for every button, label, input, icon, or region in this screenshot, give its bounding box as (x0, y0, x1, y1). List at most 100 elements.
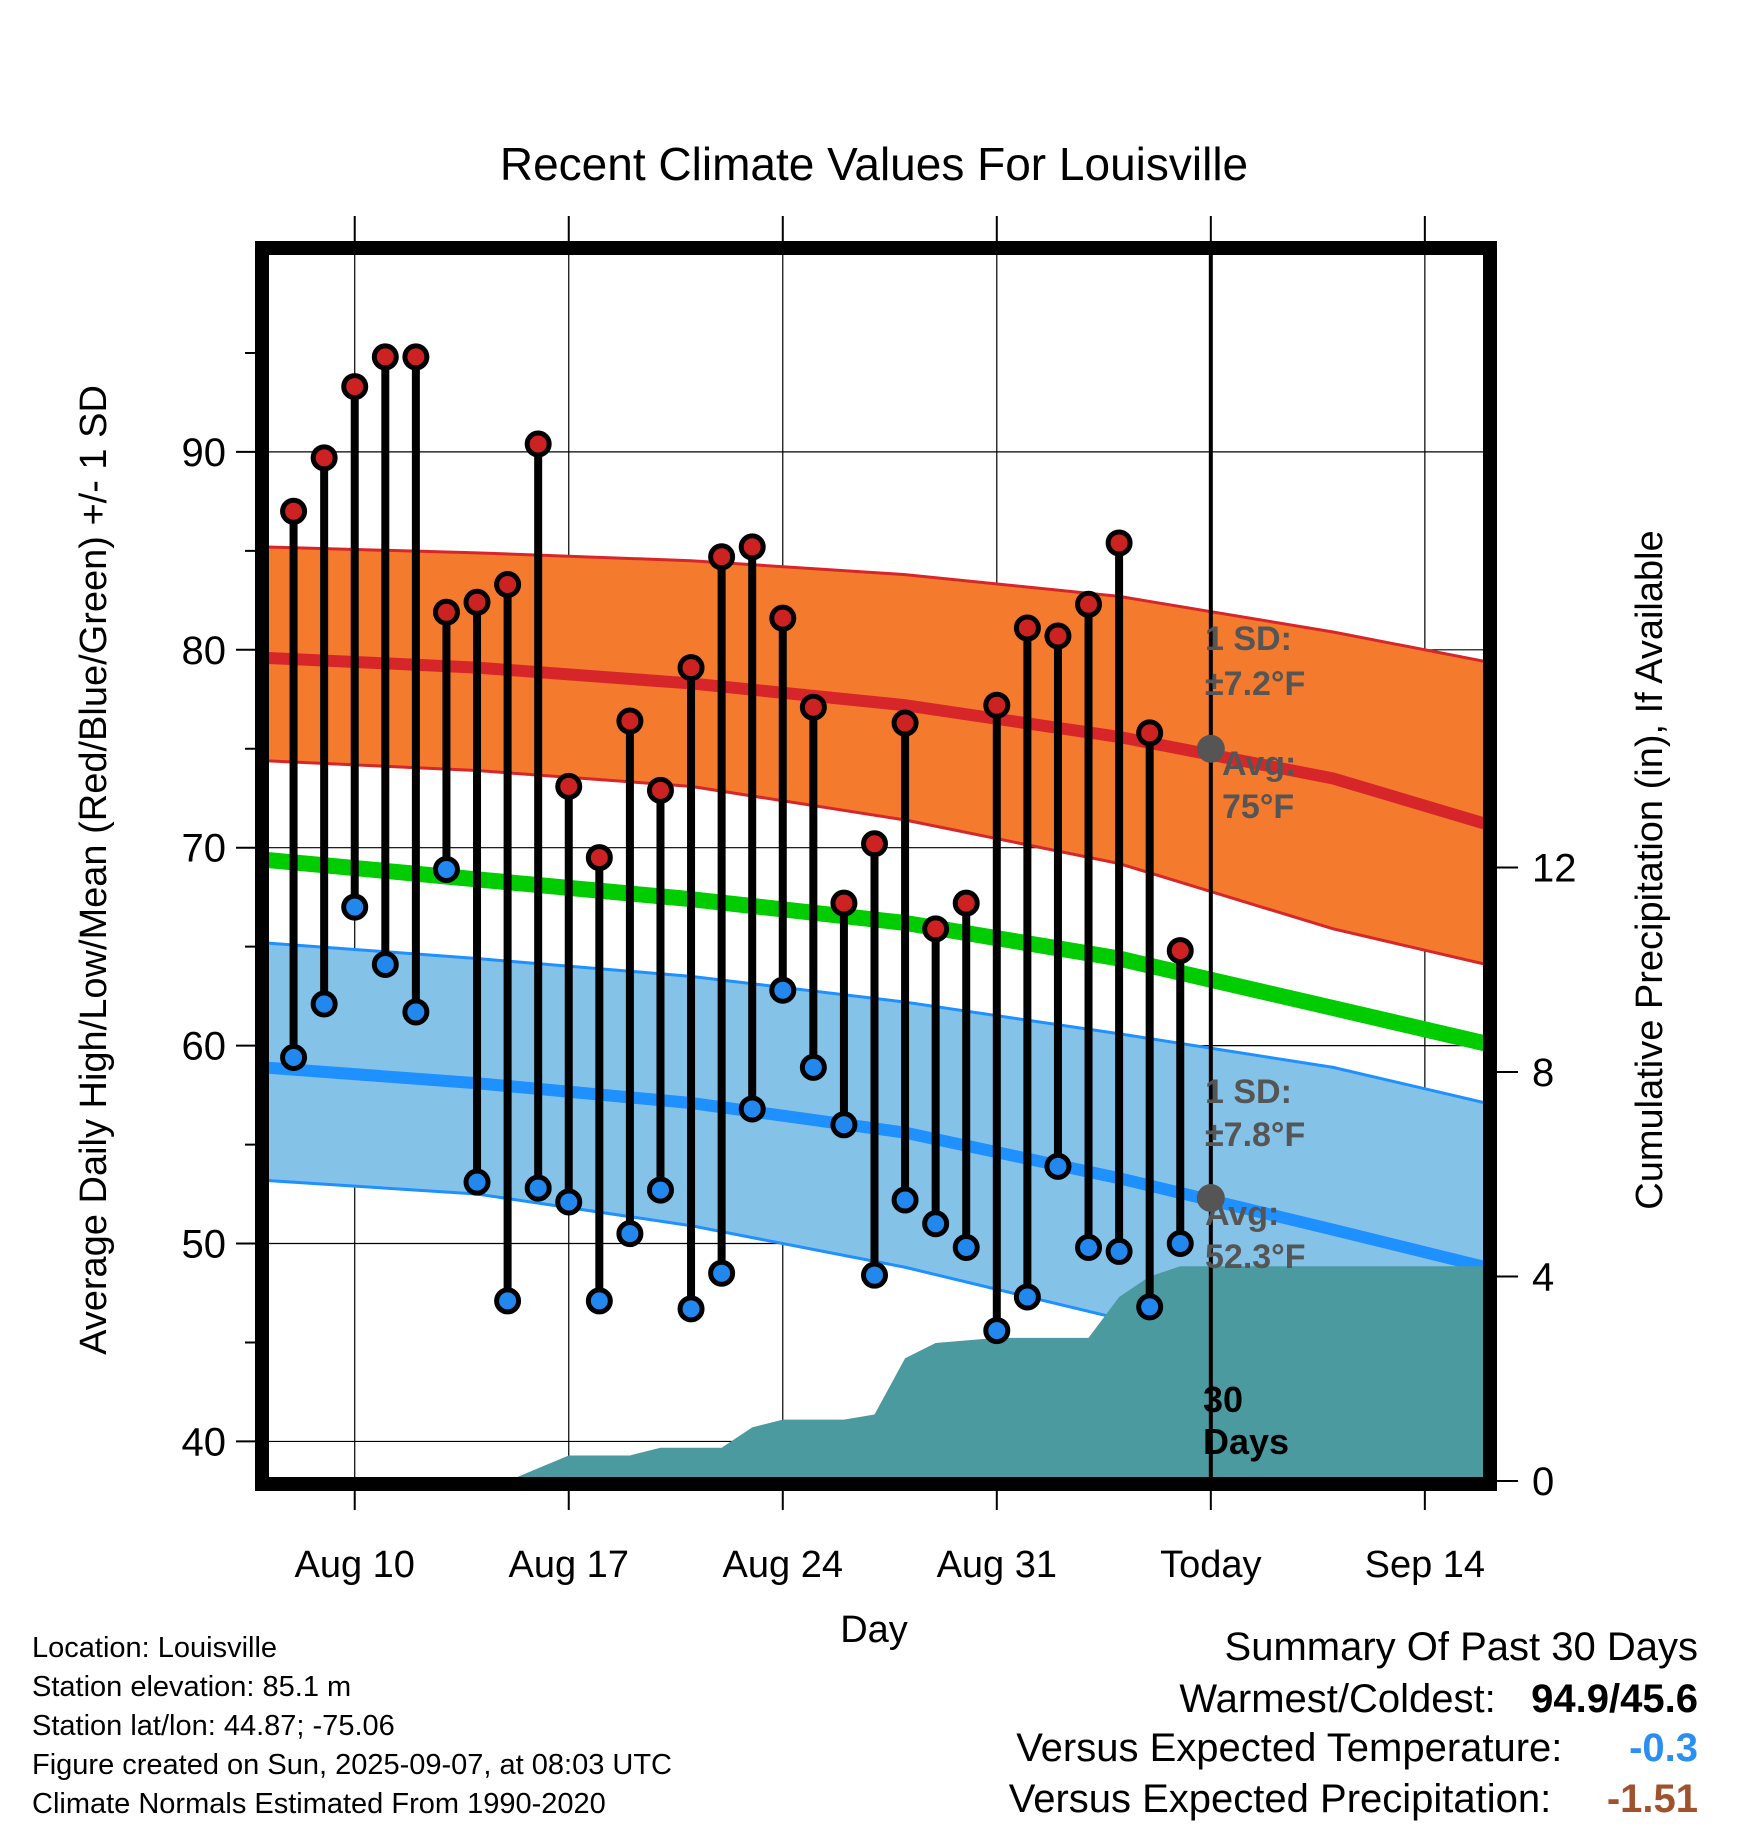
daily-low-point (402, 998, 430, 1026)
x-tick-label: Aug 10 (294, 1544, 414, 1586)
daily-high-point (432, 598, 460, 626)
daily-high-point (738, 533, 766, 561)
daily-low-point (1013, 1283, 1041, 1311)
footer-created: Figure created on Sun, 2025-09-07, at 08… (32, 1749, 672, 1781)
summary-temp-value: -0.3 (1629, 1726, 1698, 1770)
footer-normals: Climate Normals Estimated From 1990-2020 (32, 1788, 606, 1820)
daily-low-point (1136, 1293, 1164, 1321)
y2-axis-label: Cumulative Precipitation (in), If Availa… (1629, 530, 1671, 1209)
daily-low-point (432, 855, 460, 883)
daily-low-point (769, 976, 797, 1004)
footer-elevation: Station elevation: 85.1 m (32, 1671, 352, 1703)
daily-low-point (738, 1095, 766, 1123)
today-high-avg-marker (1196, 734, 1225, 763)
y2-tick-label: 8 (1532, 1051, 1554, 1095)
daily-high-point (585, 844, 613, 872)
daily-high-point (524, 430, 552, 458)
low-avg-value: 52.3°F (1205, 1238, 1306, 1276)
daily-high-point (769, 604, 797, 632)
chart-title: Recent Climate Values For Louisville (500, 138, 1248, 190)
daily-low-point (280, 1043, 308, 1071)
x-tick-label: Aug 17 (509, 1544, 629, 1586)
daily-low-point (1075, 1233, 1103, 1261)
high-avg-value: 75°F (1222, 788, 1294, 826)
daily-low-point (524, 1174, 552, 1202)
low-avg-label: Avg: (1205, 1195, 1279, 1233)
daily-high-point (708, 543, 736, 571)
y-tick-label: 90 (182, 431, 227, 475)
daily-high-point (891, 709, 919, 737)
daily-low-point (861, 1261, 888, 1289)
daily-low-point (341, 893, 369, 921)
daily-low-point (891, 1186, 919, 1214)
high-avg-label: Avg: (1222, 745, 1296, 783)
daily-low-point (983, 1317, 1011, 1345)
today-low-avg-marker (1196, 1183, 1225, 1212)
x-tick-label: Sep 14 (1365, 1544, 1485, 1586)
y-tick-label: 40 (182, 1420, 227, 1464)
y-tick-label: 50 (182, 1223, 227, 1267)
footer-location: Location: Louisville (32, 1632, 278, 1664)
y2-tick-label: 0 (1532, 1460, 1554, 1504)
daily-high-point (341, 373, 369, 401)
daily-low-point (799, 1053, 827, 1081)
summary-warm-cold-value: 94.9/45.6 (1531, 1677, 1698, 1721)
precip-label-line1: 30 (1203, 1379, 1243, 1420)
daily-high-point (463, 588, 491, 616)
daily-low-point (708, 1259, 736, 1287)
daily-high-point (830, 889, 858, 917)
y-tick-label: 60 (182, 1025, 227, 1069)
daily-high-point (371, 343, 399, 371)
precip-label-line2: Days (1203, 1421, 1289, 1462)
daily-high-point (1136, 719, 1164, 747)
summary-precip-row: Versus Expected Precipitation: -1.51 (1009, 1777, 1698, 1822)
daily-high-point (1105, 529, 1133, 557)
summary-title: Summary Of Past 30 Days (1224, 1625, 1698, 1669)
daily-high-point (494, 570, 522, 598)
daily-high-point (280, 497, 308, 525)
daily-low-point (677, 1295, 705, 1323)
y-axis-label: Average Daily High/Low/Mean (Red/Blue/Gr… (73, 385, 115, 1355)
daily-high-point (1044, 622, 1072, 650)
daily-high-point (922, 915, 950, 943)
high-sd-band-edge (263, 545, 1486, 664)
daily-low-point (371, 950, 399, 978)
daily-high-point (983, 691, 1011, 719)
daily-low-point (1105, 1237, 1133, 1265)
summary-precip-label: Versus Expected Precipitation: (1008, 1777, 1552, 1821)
x-tick-label: Today (1160, 1544, 1261, 1586)
daily-low-point (555, 1188, 583, 1216)
footer-latlon: Station lat/lon: 44.87; -75.06 (32, 1710, 395, 1742)
daily-high-point (402, 343, 430, 371)
x-axis-label: Day (840, 1609, 908, 1651)
plot-frame (255, 241, 1497, 1491)
summary-temp-label: Versus Expected Temperature: (1016, 1726, 1563, 1770)
daily-low-point (830, 1111, 858, 1139)
daily-low-point (616, 1220, 644, 1248)
daily-high-point (310, 444, 338, 472)
daily-low-point (310, 990, 338, 1018)
daily-high-point (1075, 590, 1103, 618)
daily-high-point (799, 693, 827, 721)
daily-low-point (646, 1176, 674, 1204)
low-sd-value: ±7.8°F (1205, 1116, 1305, 1154)
y2-tick-label: 12 (1532, 847, 1577, 891)
x-tick-label: Aug 31 (937, 1544, 1057, 1586)
high-sd-value: ±7.2°F (1205, 665, 1305, 703)
summary-precip-value: -1.51 (1606, 1777, 1698, 1821)
daily-high-point (1166, 937, 1194, 965)
summary-warm-cold-row: Warmest/Coldest: 94.9/45.6 (1179, 1677, 1698, 1722)
y-tick-label: 80 (182, 629, 227, 673)
daily-low-point (463, 1168, 491, 1196)
daily-high-point (646, 776, 674, 804)
daily-high-point (677, 654, 705, 682)
daily-high-point (555, 772, 583, 800)
summary-temp-row: Versus Expected Temperature: -0.3 (1016, 1726, 1698, 1771)
low-sd-label: 1 SD: (1205, 1073, 1292, 1111)
daily-low-point (952, 1233, 980, 1261)
summary-warm-cold-label: Warmest/Coldest: (1179, 1677, 1496, 1721)
daily-low-point (494, 1287, 522, 1315)
x-tick-label: Aug 24 (723, 1544, 843, 1586)
high-sd-label: 1 SD: (1205, 620, 1292, 658)
